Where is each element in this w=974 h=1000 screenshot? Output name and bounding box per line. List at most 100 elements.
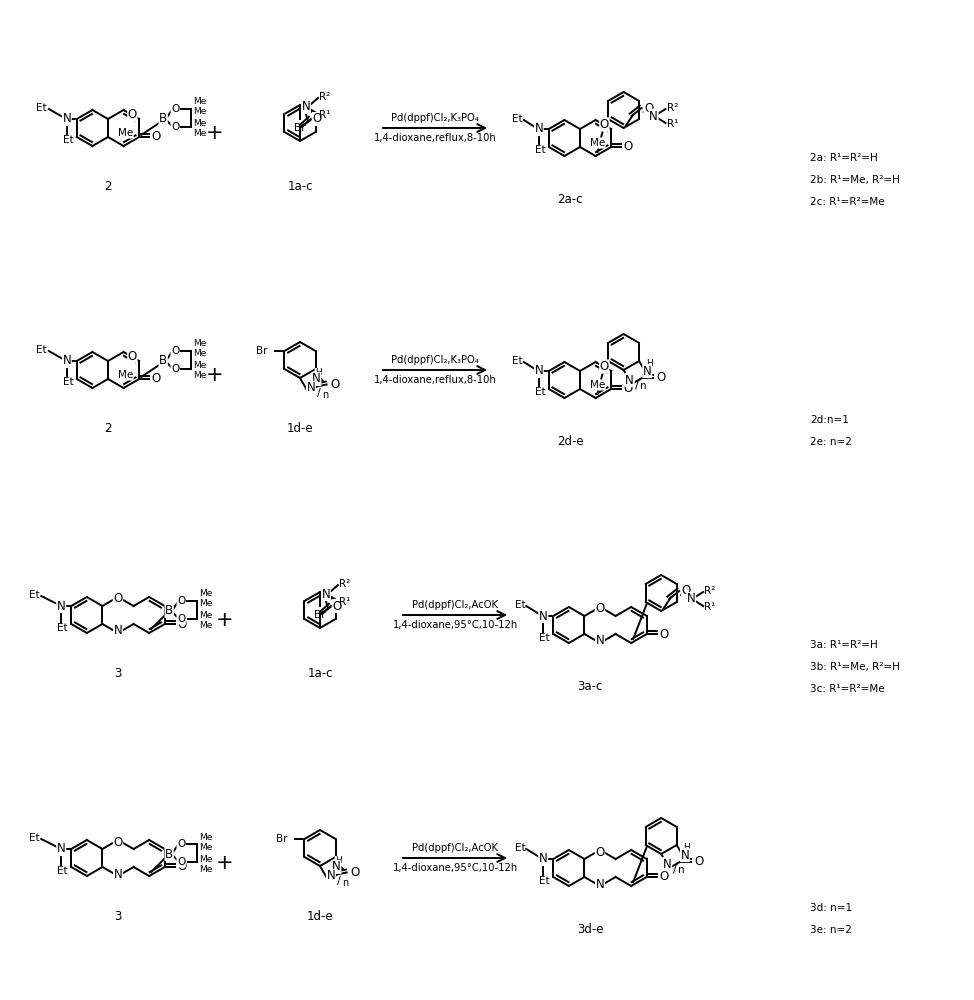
Text: N: N — [596, 635, 605, 648]
Text: Et: Et — [535, 145, 545, 155]
Text: N: N — [307, 381, 316, 394]
Text: Et: Et — [28, 833, 39, 843]
Text: O: O — [128, 350, 137, 363]
Text: Me: Me — [199, 832, 212, 842]
Text: N: N — [596, 878, 605, 890]
Text: 3d: n=1: 3d: n=1 — [810, 903, 852, 913]
Text: Pd(dppf)Cl₂,K₃PO₄: Pd(dppf)Cl₂,K₃PO₄ — [392, 355, 479, 365]
Text: Et: Et — [514, 843, 525, 853]
Text: R²: R² — [666, 103, 678, 113]
Text: O: O — [177, 860, 186, 874]
Text: B: B — [159, 112, 168, 125]
Text: /: / — [635, 377, 640, 390]
Text: Et: Et — [36, 103, 47, 113]
Text: O: O — [113, 836, 123, 848]
Text: Me: Me — [193, 361, 206, 370]
Text: 3: 3 — [114, 910, 122, 923]
Text: B: B — [159, 355, 168, 367]
Text: O: O — [656, 371, 666, 384]
Text: O: O — [177, 839, 185, 849]
Text: R¹: R¹ — [704, 602, 716, 612]
Text: 3: 3 — [114, 667, 122, 680]
Text: O: O — [313, 112, 321, 125]
Text: N: N — [681, 849, 690, 862]
Text: O: O — [332, 599, 342, 612]
Text: N: N — [625, 374, 634, 387]
Text: R¹: R¹ — [319, 110, 330, 120]
Text: Et: Et — [62, 135, 73, 145]
Text: +: + — [206, 123, 224, 143]
Text: 1,4-dioxane,reflux,8-10h: 1,4-dioxane,reflux,8-10h — [374, 133, 497, 143]
Text: 2c: R¹=R²=Me: 2c: R¹=R²=Me — [810, 197, 884, 207]
Text: 2b: R¹=Me, R²=H: 2b: R¹=Me, R²=H — [810, 175, 900, 185]
Text: Me: Me — [118, 128, 133, 138]
Text: N: N — [535, 364, 543, 377]
Text: N: N — [56, 599, 65, 612]
Text: 1a-c: 1a-c — [307, 667, 333, 680]
Text: O: O — [600, 360, 609, 373]
Text: N: N — [62, 355, 71, 367]
Text: O: O — [659, 628, 668, 641]
Text: O: O — [128, 108, 137, 121]
Text: Pd(dppf)Cl₂,K₃PO₄: Pd(dppf)Cl₂,K₃PO₄ — [392, 113, 479, 123]
Text: Me: Me — [199, 854, 212, 863]
Text: Br: Br — [294, 123, 306, 133]
Text: O: O — [644, 102, 654, 114]
Text: O: O — [177, 617, 186, 631]
Text: Me: Me — [193, 98, 206, 106]
Text: O: O — [600, 118, 609, 131]
Text: N: N — [535, 122, 543, 135]
Text: Et: Et — [512, 356, 523, 366]
Text: Me: Me — [199, 589, 212, 598]
Text: Br: Br — [315, 610, 325, 620]
Text: Me: Me — [590, 138, 605, 148]
Text: 3d-e: 3d-e — [577, 923, 603, 936]
Text: /: / — [673, 861, 677, 874]
Text: 1a-c: 1a-c — [287, 180, 313, 193]
Text: 1,4-dioxane,95°C,10-12h: 1,4-dioxane,95°C,10-12h — [393, 620, 517, 630]
Text: N: N — [114, 624, 123, 638]
Text: B: B — [166, 848, 173, 860]
Text: O: O — [171, 104, 179, 114]
Text: N: N — [326, 869, 335, 882]
Text: Et: Et — [28, 590, 39, 600]
Text: R²: R² — [339, 579, 351, 589]
Text: 1,4-dioxane,reflux,8-10h: 1,4-dioxane,reflux,8-10h — [374, 375, 497, 385]
Text: N: N — [62, 112, 71, 125]
Text: Br: Br — [276, 834, 287, 844]
Text: Me: Me — [193, 340, 206, 349]
Text: n: n — [640, 381, 647, 391]
Text: N: N — [643, 365, 652, 378]
Text: O: O — [152, 130, 161, 143]
Text: 2: 2 — [104, 180, 112, 193]
Text: 3b: R¹=Me, R²=H: 3b: R¹=Me, R²=H — [810, 662, 900, 672]
Text: N: N — [539, 609, 547, 622]
Text: 2a: R¹=R²=H: 2a: R¹=R²=H — [810, 153, 878, 163]
Text: 2e: n=2: 2e: n=2 — [810, 437, 852, 447]
Text: 2d:n=1: 2d:n=1 — [810, 415, 849, 425]
Text: H: H — [316, 368, 321, 377]
Text: Me: Me — [199, 599, 212, 608]
Text: N: N — [650, 109, 658, 122]
Text: O: O — [623, 382, 633, 395]
Text: O: O — [177, 596, 185, 606]
Text: +: + — [206, 365, 224, 385]
Text: 3c: R¹=R²=Me: 3c: R¹=R²=Me — [810, 684, 884, 694]
Text: 3e: n=2: 3e: n=2 — [810, 925, 852, 935]
Text: R²: R² — [704, 586, 716, 596]
Text: H: H — [646, 359, 653, 368]
Text: Me: Me — [193, 107, 206, 116]
Text: O: O — [595, 846, 605, 858]
Text: +: + — [216, 853, 234, 873]
Text: /: / — [337, 876, 341, 886]
Text: Pd(dppf)Cl₂,AcOK: Pd(dppf)Cl₂,AcOK — [412, 843, 498, 853]
Text: O: O — [171, 364, 179, 374]
Text: Me: Me — [193, 371, 206, 380]
Text: 3a: R¹=R²=H: 3a: R¹=R²=H — [810, 640, 878, 650]
Text: n: n — [321, 390, 328, 400]
Text: 3a-c: 3a-c — [578, 680, 603, 693]
Text: O: O — [171, 122, 179, 132]
Text: N: N — [312, 372, 320, 385]
Text: N: N — [539, 852, 547, 865]
Text: Me: Me — [193, 119, 206, 128]
